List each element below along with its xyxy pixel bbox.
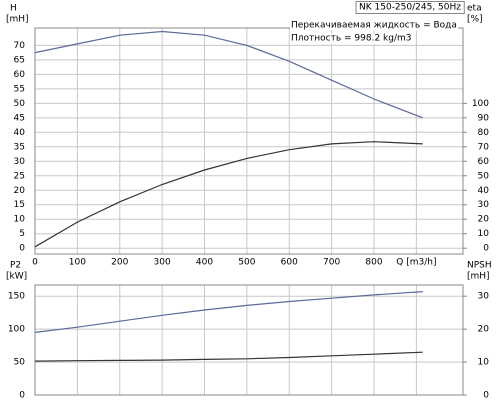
y-tick-label: 25: [14, 171, 25, 181]
y2-tick-label: 60: [478, 157, 490, 167]
curve: [34, 351, 423, 362]
y-tick-label: 40: [14, 128, 26, 138]
y-tick-label: 100: [8, 325, 25, 335]
y-tick-label: 45: [14, 113, 25, 123]
y-axis-unit: [kW]: [6, 272, 27, 282]
annotation-bg: [290, 33, 413, 44]
y-tick-label: 20: [14, 186, 26, 196]
chart-title: NK 150-250/245, 50Hz: [359, 3, 461, 13]
y-tick-label: 5: [19, 229, 25, 239]
y2-tick-label: 10: [478, 358, 490, 368]
plot-frame: [34, 27, 464, 255]
x-tick-label: 800: [365, 258, 382, 268]
y-tick-label: 10: [14, 215, 26, 225]
x-tick-label: 0: [32, 258, 38, 268]
y2-tick-label: 100: [472, 99, 489, 109]
y-tick-label: 65: [14, 55, 25, 65]
y-tick-label: 70: [14, 41, 26, 51]
y2-tick-label: 40: [478, 186, 490, 196]
y2-tick-label: 70: [478, 142, 490, 152]
y2-tick-label: 20: [478, 215, 490, 225]
y-axis-title: P2: [10, 261, 21, 271]
y-tick-label: 0: [19, 244, 25, 254]
plot-frame: [34, 284, 464, 396]
x-tick-label: 300: [154, 258, 171, 268]
y2-axis-title: eta: [467, 4, 482, 14]
x-tick-label: 200: [111, 258, 128, 268]
y-tick-label: 30: [14, 157, 26, 167]
y2-axis-unit: [mH]: [467, 272, 490, 282]
y2-tick-label: 30: [478, 200, 490, 210]
y-tick-label: 60: [14, 70, 26, 80]
y-axis-title: H: [10, 4, 17, 14]
title-box: [355, 1, 465, 14]
y-tick-label: 55: [14, 84, 25, 94]
y2-tick-label: 10: [478, 229, 490, 239]
y2-tick-label: 0: [483, 391, 489, 400]
x-tick-label: Q [m3/h]: [396, 258, 436, 268]
y-tick-label: 50: [14, 358, 26, 368]
y-tick-label: 0: [19, 391, 25, 400]
y2-tick-label: 30: [478, 292, 490, 302]
curve: [34, 141, 423, 248]
y2-tick-label: 50: [478, 171, 490, 181]
annotation: Плотность = 998.2 kg/m3: [291, 34, 412, 44]
y2-tick-label: 20: [478, 325, 490, 335]
y-axis-unit: [mH]: [6, 15, 29, 25]
x-tick-label: 400: [196, 258, 213, 268]
annotation-bg: [290, 20, 458, 31]
curve: [34, 30, 423, 119]
y2-tick-label: 90: [478, 113, 490, 123]
y2-tick-label: 0: [483, 244, 489, 254]
y2-tick-label: 80: [478, 128, 490, 138]
y2-axis-title: NPSH: [467, 261, 492, 271]
x-tick-label: 100: [69, 258, 86, 268]
curve: [34, 291, 423, 333]
x-tick-label: 700: [323, 258, 340, 268]
x-tick-label: 500: [238, 258, 255, 268]
y-tick-label: 150: [8, 292, 25, 302]
y-tick-label: 15: [14, 200, 25, 210]
y-tick-label: 35: [14, 142, 25, 152]
y-tick-label: 50: [14, 99, 26, 109]
y2-axis-unit: [%]: [467, 15, 483, 25]
x-tick-label: 600: [281, 258, 298, 268]
annotation: Перекачиваемая жидкость = Вода: [291, 21, 457, 31]
